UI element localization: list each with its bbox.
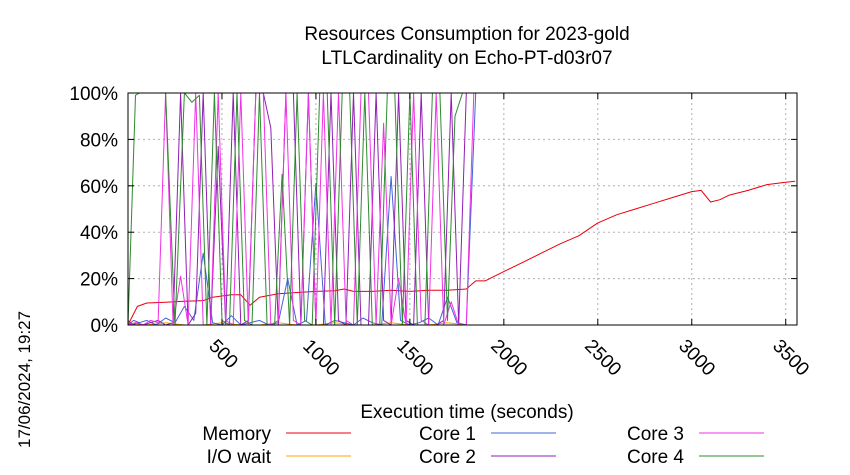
y-tick-label: 20% xyxy=(80,270,118,291)
legend-label: I/O wait xyxy=(207,447,272,468)
timestamp-label: 17/06/2024, 19:27 xyxy=(15,311,34,448)
series-line-core-4 xyxy=(127,92,797,326)
x-tick-label: 2000 xyxy=(486,336,531,381)
x-axis-label: Execution time (seconds) xyxy=(360,402,573,423)
x-tick-label: 1500 xyxy=(392,336,437,381)
x-tick-label: 3500 xyxy=(768,336,813,381)
plot-frame xyxy=(127,92,798,326)
y-tick-label: 40% xyxy=(80,223,118,244)
x-tick-label: 3000 xyxy=(674,336,719,381)
chart-subtitle: LTLCardinality on Echo-PT-d03r07 xyxy=(321,48,612,69)
y-tick-label: 0% xyxy=(91,316,119,337)
legend-label: Memory xyxy=(202,424,271,445)
legend-label: Core 1 xyxy=(419,424,476,445)
series-lines xyxy=(127,92,797,326)
y-tick-label: 100% xyxy=(69,84,118,105)
x-tick-label: 500 xyxy=(204,336,241,373)
x-tick-label: 2500 xyxy=(580,336,625,381)
legend-label: Core 4 xyxy=(627,447,684,468)
series-line-core-1 xyxy=(127,92,797,326)
legend-label: Core 2 xyxy=(419,447,476,468)
y-tick-label: 80% xyxy=(80,130,118,151)
series-line-core-2 xyxy=(127,92,797,326)
x-tick-label: 1000 xyxy=(298,336,343,381)
chart-title: Resources Consumption for 2023-gold xyxy=(304,24,629,45)
y-tick-label: 60% xyxy=(80,177,118,198)
legend-label: Core 3 xyxy=(627,424,684,445)
